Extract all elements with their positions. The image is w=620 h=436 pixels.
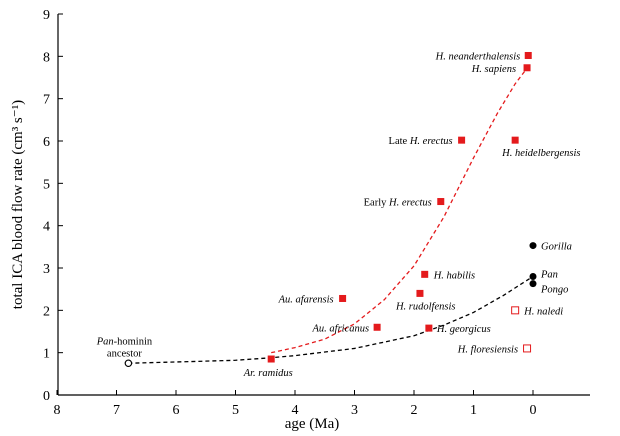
point-au-africanus — [373, 323, 381, 331]
label-pan: Pan — [540, 269, 558, 280]
x-tick-label: 3 — [351, 403, 358, 418]
label-h-sapiens: H. sapiens — [471, 64, 516, 75]
point-pan — [529, 272, 537, 280]
point-h-naledi — [511, 306, 520, 315]
point-h-georgicus — [425, 324, 433, 332]
label-pan-homininancestor: Pan-hominin ancestor — [96, 336, 153, 359]
x-tick-label: 6 — [173, 403, 180, 418]
point-h-sapiens — [523, 64, 531, 72]
y-tick-label: 7 — [43, 93, 50, 108]
hominin-trend-line — [271, 67, 528, 354]
label-au-afarensis: Au. afarensis — [278, 294, 334, 305]
y-tick-label: 8 — [43, 50, 50, 65]
point-h-neanderthalensis — [524, 51, 532, 59]
y-tick-label: 0 — [43, 389, 50, 404]
y-tick-label: 3 — [43, 262, 50, 277]
x-tick-label: 2 — [411, 403, 418, 418]
point-h-heidelbergensis — [511, 136, 519, 144]
point-h-habilis — [421, 270, 429, 278]
label-h-habilis: H. habilis — [433, 270, 475, 281]
x-tick-label: 1 — [470, 403, 477, 418]
y-tick-label: 4 — [43, 220, 50, 235]
point-pongo — [529, 280, 537, 288]
x-tick-label: 7 — [113, 403, 120, 418]
point-gorilla — [529, 242, 537, 250]
axes: 0 1 2 3 4 5 6 7 8 9 8 7 6 5 4 3 2 1 0 — [43, 8, 590, 418]
label-h-rudolfensis: H. rudolfensis — [395, 301, 456, 312]
label-h-georgicus: H. georgicus — [436, 324, 491, 335]
label-pongo: Pongo — [540, 285, 568, 296]
label-gorilla: Gorilla — [541, 242, 572, 253]
label-early-h-erectus: Early H. erectus — [364, 198, 432, 209]
trend-lines — [128, 67, 534, 364]
point-au-afarensis — [339, 294, 347, 302]
y-tick-label: 2 — [43, 304, 50, 319]
point-ar-ramidus — [267, 355, 275, 363]
point-late-h-erectus — [458, 136, 466, 144]
label-late-h-erectus: Late H. erectus — [389, 136, 453, 147]
ancestor-trend-line — [128, 275, 534, 364]
y-tick-label: 6 — [43, 135, 50, 150]
point-pan-homininancestor — [124, 359, 133, 368]
x-tick-label: 8 — [54, 403, 61, 418]
y-tick-label: 9 — [43, 8, 50, 23]
label-ar-ramidus: Ar. ramidus — [243, 368, 293, 379]
x-tick-label: 5 — [232, 403, 239, 418]
label-h-neanderthalensis: H. neanderthalensis — [435, 51, 521, 62]
label-h-naledi: H. naledi — [523, 306, 563, 317]
y-tick-label: 5 — [43, 177, 50, 192]
data-points — [124, 51, 537, 368]
label-h-heidelbergensis: H. heidelbergensis — [501, 148, 580, 159]
y-tick-label: 1 — [43, 347, 50, 362]
label-h-floresiensis: H. floresiensis — [457, 344, 518, 355]
x-axis-title: age (Ma) — [285, 416, 340, 432]
point-h-floresiensis — [523, 344, 532, 353]
point-labels: Pan-hominin ancestor Ar. ramidus Au. afaren… — [96, 51, 581, 379]
y-axis-title: total ICA blood flow rate (cm³ s⁻¹) — [10, 100, 26, 309]
label-au-africanus: Au. africanus — [312, 323, 370, 334]
x-tick-label: 4 — [292, 403, 299, 418]
x-tick-label: 0 — [530, 403, 537, 418]
point-early-h-erectus — [437, 198, 445, 206]
point-h-rudolfensis — [416, 289, 424, 297]
